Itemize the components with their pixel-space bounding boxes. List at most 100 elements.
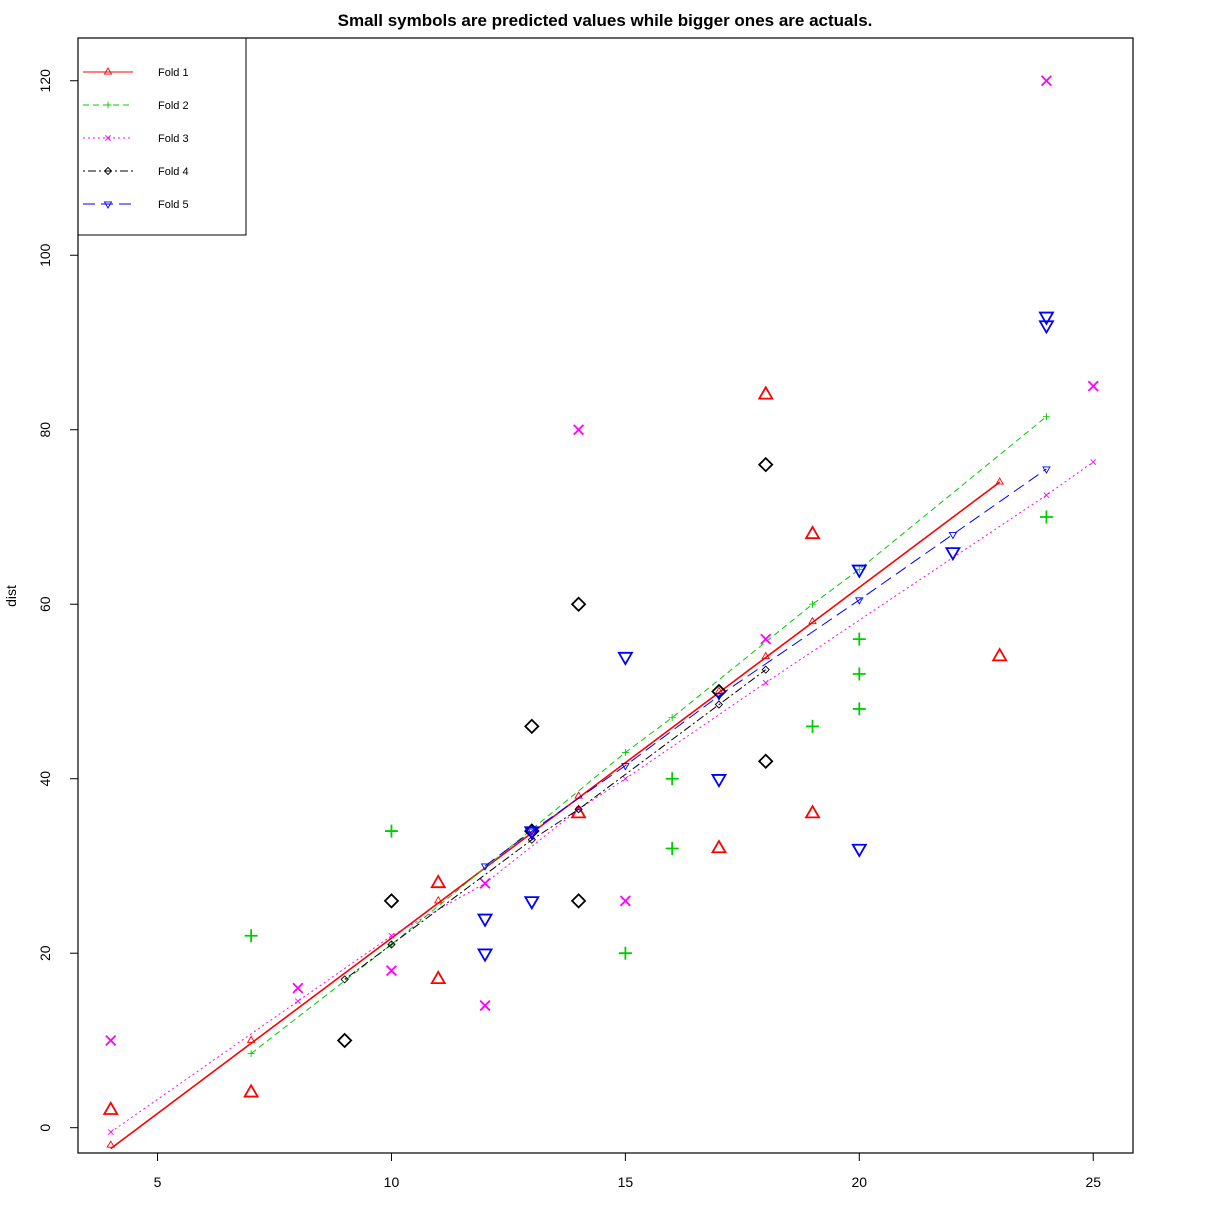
predicted-point bbox=[621, 749, 629, 757]
actual-point bbox=[710, 774, 728, 788]
y-tick-label: 20 bbox=[37, 945, 53, 961]
actual-point bbox=[243, 1083, 260, 1098]
predicted-point bbox=[106, 1140, 116, 1148]
actual-point bbox=[804, 525, 821, 540]
series-5-fit-line bbox=[484, 468, 1047, 867]
actual-point bbox=[1038, 311, 1055, 326]
actual-point bbox=[852, 667, 866, 681]
predicted-point bbox=[247, 1050, 255, 1058]
actual-point bbox=[523, 896, 540, 911]
actual-point bbox=[479, 1000, 491, 1012]
legend-label: Fold 1 bbox=[158, 67, 189, 79]
legend-marker bbox=[103, 67, 113, 75]
predicted-point bbox=[574, 805, 583, 814]
legend-marker bbox=[105, 135, 111, 141]
predicted-point bbox=[808, 616, 817, 625]
predicted-point bbox=[948, 531, 958, 540]
actual-point bbox=[710, 839, 728, 854]
actual-point bbox=[852, 632, 866, 646]
plot-frame bbox=[77, 37, 1134, 1154]
x-tick-label: 20 bbox=[852, 1174, 868, 1190]
actual-point bbox=[757, 456, 774, 473]
series-1 bbox=[102, 385, 1008, 1150]
predicted-point bbox=[714, 700, 724, 709]
actual-point bbox=[944, 547, 961, 562]
actual-point bbox=[806, 719, 820, 733]
predicted-point bbox=[1090, 459, 1097, 465]
actual-point bbox=[757, 385, 774, 400]
legend: Fold 1 Fold 2 Fold 3 Fold 4 Fold 5 bbox=[77, 37, 247, 236]
predicted-point bbox=[668, 714, 676, 722]
predicted-point bbox=[387, 940, 396, 949]
legend-label: Fold 4 bbox=[158, 166, 189, 178]
predicted-point bbox=[761, 665, 770, 674]
predicted-point bbox=[855, 597, 864, 605]
actual-point bbox=[665, 772, 679, 786]
actual-point bbox=[617, 651, 634, 666]
predicted-point bbox=[1043, 492, 1050, 499]
predicted-point bbox=[809, 600, 817, 608]
actual-point bbox=[105, 1034, 117, 1046]
actual-point bbox=[523, 826, 540, 841]
actual-point bbox=[573, 424, 585, 436]
actual-point bbox=[292, 982, 304, 994]
legend-marker bbox=[103, 166, 113, 176]
series-5 bbox=[476, 311, 1055, 963]
predicted-point bbox=[294, 998, 301, 1005]
chart-title: Small symbols are predicted values while… bbox=[338, 11, 873, 30]
actual-point bbox=[757, 753, 774, 770]
actual-point bbox=[665, 842, 679, 856]
predicted-point bbox=[340, 975, 349, 984]
predicted-point bbox=[761, 651, 771, 660]
x-tick-label: 25 bbox=[1085, 1174, 1101, 1190]
actual-point bbox=[851, 843, 868, 858]
x-tick-label: 10 bbox=[384, 1174, 400, 1190]
predicted-point bbox=[433, 895, 443, 904]
actual-point bbox=[852, 702, 866, 716]
actual-point bbox=[479, 877, 491, 889]
predicted-point bbox=[107, 1129, 114, 1136]
predicted-point bbox=[714, 693, 724, 701]
actual-point bbox=[385, 965, 397, 977]
actual-point bbox=[1040, 75, 1052, 87]
legend-label: Fold 5 bbox=[158, 199, 189, 211]
y-tick-label: 100 bbox=[37, 243, 53, 267]
x-tick-label: 5 bbox=[154, 1174, 162, 1190]
series-4 bbox=[336, 456, 774, 1049]
predicted-point bbox=[762, 679, 769, 686]
predicted-point bbox=[388, 932, 395, 939]
actual-point bbox=[384, 824, 398, 838]
predicted-point bbox=[246, 1035, 256, 1043]
actual-point bbox=[476, 913, 494, 928]
actual-point bbox=[570, 893, 587, 909]
predicted-point bbox=[480, 863, 490, 871]
y-tick-label: 120 bbox=[37, 69, 53, 93]
actual-point bbox=[570, 596, 587, 612]
plot-area bbox=[102, 75, 1099, 1150]
legend-marker bbox=[104, 101, 112, 109]
actual-point bbox=[244, 929, 258, 943]
actual-point bbox=[711, 683, 727, 700]
actual-point bbox=[1038, 320, 1055, 335]
actual-point bbox=[1087, 380, 1099, 392]
predicted-point bbox=[855, 565, 863, 573]
actual-point bbox=[619, 895, 631, 907]
actual-point bbox=[430, 970, 447, 985]
predicted-point bbox=[622, 775, 629, 782]
legend-label: Fold 3 bbox=[158, 133, 189, 145]
actual-point bbox=[524, 718, 540, 735]
predicted-point bbox=[1042, 413, 1050, 421]
actual-point bbox=[760, 633, 772, 645]
y-tick-label: 60 bbox=[37, 596, 53, 612]
y-tick-label: 80 bbox=[37, 422, 53, 438]
actual-point bbox=[476, 948, 494, 963]
x-tick-label: 15 bbox=[618, 1174, 634, 1190]
legend-label: Fold 2 bbox=[158, 100, 189, 112]
actual-point bbox=[618, 946, 632, 960]
actual-point bbox=[430, 874, 447, 889]
predicted-point bbox=[527, 828, 537, 836]
actual-point bbox=[991, 647, 1008, 662]
actual-point bbox=[336, 1032, 353, 1049]
predicted-point bbox=[1042, 466, 1051, 474]
